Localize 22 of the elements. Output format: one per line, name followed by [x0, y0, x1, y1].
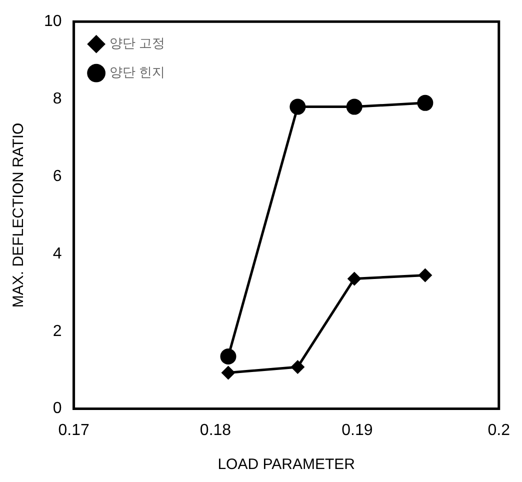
point: [346, 98, 362, 115]
y-axis-title: MAX. DEFLECTION RATIO: [10, 122, 28, 308]
point: [221, 366, 236, 380]
point: [347, 272, 362, 286]
y-tick-label: 2: [52, 322, 62, 340]
x-tick-label: 0.19: [342, 422, 373, 439]
point: [290, 98, 306, 115]
point: [220, 348, 236, 365]
point: [417, 94, 434, 111]
y-tick-label: 0: [52, 400, 62, 418]
x-tick-label: 0.17: [58, 422, 90, 439]
legend-label: 양단 고정: [109, 36, 165, 51]
y-tick-label: 4: [52, 245, 62, 262]
y-tick-label: 6: [52, 168, 62, 185]
y-tick-label: 10: [44, 13, 62, 30]
legend-label: 양단 힌지: [109, 64, 165, 80]
point: [290, 360, 305, 374]
x-axis-title: LOAD PARAMETER: [218, 456, 356, 474]
point: [418, 268, 432, 282]
x-tick-label: 0.2: [488, 422, 510, 439]
x-tick-label: 0.18: [200, 422, 232, 439]
y-tick-label: 8: [52, 90, 62, 108]
